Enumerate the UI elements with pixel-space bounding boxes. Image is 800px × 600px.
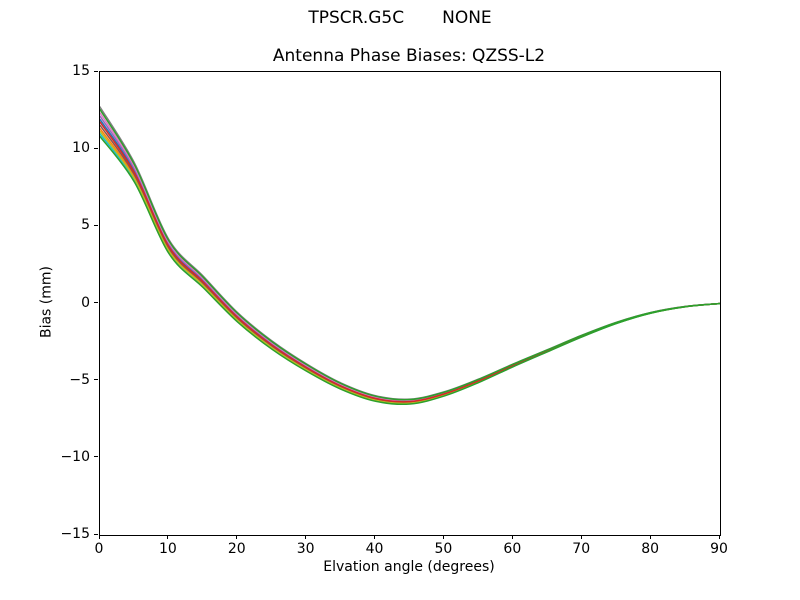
x-tick-label: 40 xyxy=(365,541,384,557)
plot-area xyxy=(99,71,721,536)
y-tick-label: −15 xyxy=(60,526,90,542)
y-tick-label: 15 xyxy=(72,63,90,79)
x-tick-label: 10 xyxy=(158,541,177,557)
x-tick-label: 70 xyxy=(572,541,591,557)
y-axis-tick xyxy=(94,379,98,381)
suptitle-antenna-name: TPSCR.G5C xyxy=(308,8,405,28)
chart-line-series-red xyxy=(100,121,720,403)
chart-line-series-green-upper xyxy=(100,108,720,401)
x-tick-label: 60 xyxy=(503,541,522,557)
chart-line-series-brown xyxy=(100,124,720,404)
x-axis-tick xyxy=(374,535,376,539)
x-axis-tick xyxy=(718,535,720,539)
y-tick-label: −10 xyxy=(60,448,90,465)
x-axis-tick xyxy=(511,535,513,539)
y-tick-label: 0 xyxy=(81,294,90,311)
x-axis-tick xyxy=(649,535,651,539)
x-axis-tick xyxy=(442,535,444,539)
x-axis-tick xyxy=(580,535,582,539)
x-axis-tick xyxy=(305,535,307,539)
x-tick-label: 80 xyxy=(641,541,660,557)
chart-title: Antenna Phase Biases: QZSS-L2 xyxy=(272,46,546,66)
y-axis-tick xyxy=(94,147,98,149)
chart-line-series-blue xyxy=(100,118,720,403)
x-tick-label: 20 xyxy=(227,541,246,557)
y-axis-tick xyxy=(94,456,98,458)
y-tick-label: 5 xyxy=(81,217,90,234)
suptitle-radome-name: NONE xyxy=(442,8,492,28)
x-axis-tick xyxy=(236,535,238,539)
x-axis-label: Elvation angle (degrees) xyxy=(323,559,495,575)
chart-line-series-purple xyxy=(100,115,720,402)
y-axis-tick xyxy=(94,302,98,303)
chart-lines-canvas xyxy=(100,106,720,406)
y-tick-label: −5 xyxy=(69,371,90,388)
chart-line-series-pink xyxy=(100,112,720,402)
y-axis-label: Bias (mm) xyxy=(38,265,55,339)
y-tick-label: 10 xyxy=(72,140,90,157)
figure-suptitle: TPSCR.G5C NONE xyxy=(0,8,800,28)
x-tick-label: 90 xyxy=(710,541,728,557)
x-tick-label: 0 xyxy=(94,541,104,557)
y-axis-tick xyxy=(94,224,98,226)
x-axis-tick xyxy=(167,535,169,539)
x-axis-tick xyxy=(98,535,100,539)
chart-line-series-green-lower xyxy=(100,135,720,406)
y-axis-tick xyxy=(94,70,98,72)
chart-line-series-gray xyxy=(100,106,720,401)
x-tick-label: 30 xyxy=(296,541,315,557)
x-tick-label: 50 xyxy=(434,541,453,557)
y-axis-tick xyxy=(94,533,98,535)
